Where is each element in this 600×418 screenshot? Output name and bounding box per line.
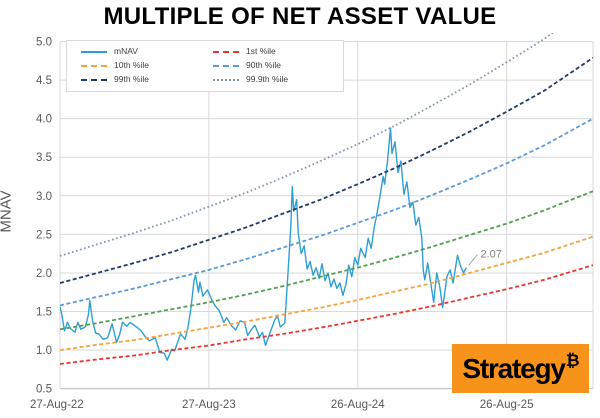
legend-label: 10th %ile	[114, 60, 149, 70]
x-tick-label: 27-Aug-23	[182, 399, 236, 411]
series-50th-ile-unlabeled-	[60, 190, 593, 331]
legend-line-sample	[81, 64, 107, 67]
y-tick-label: 1.0	[36, 345, 52, 357]
y-tick-label: 3.0	[36, 191, 52, 203]
chart-title: MULTIPLE OF NET ASSET VALUE	[103, 3, 497, 30]
annotation-leader-line	[468, 254, 478, 266]
legend-line-sample	[81, 78, 107, 81]
legend-item-99.9th-ile: 99.9th %ile	[213, 74, 337, 85]
legend-line-sample	[81, 50, 107, 53]
legend-line-sample	[213, 50, 239, 53]
last-value-label: 2.07	[480, 249, 501, 261]
bitcoin-icon: ₿	[565, 351, 580, 370]
y-tick-label: 4.0	[36, 114, 52, 126]
series-90th-ile	[60, 117, 593, 307]
legend: mNAV 1st %ile 10th %ile 90th %ile 99th %ile 9…	[66, 40, 344, 92]
legend-label: 99.9th %ile	[246, 74, 289, 84]
x-tick-label: 27-Aug-22	[30, 399, 84, 411]
legend-item-99th-ile: 99th %ile	[81, 74, 213, 85]
x-tick-label: 26-Aug-25	[480, 399, 534, 411]
y-tick-label: 2.5	[36, 229, 52, 241]
y-tick-label: 3.5	[36, 152, 52, 164]
legend-item-1st-ile: 1st %ile	[213, 46, 337, 57]
legend-label: 1st %ile	[246, 46, 276, 56]
legend-item-90th-ile: 90th %ile	[213, 60, 337, 71]
x-tick-label: 26-Aug-24	[331, 399, 385, 411]
y-tick-label: 0.5	[36, 384, 52, 396]
series-99.9th-ile	[60, 33, 554, 257]
legend-label: 99th %ile	[114, 74, 149, 84]
strategy-logo-text: Strategy	[462, 352, 566, 384]
legend-line-sample	[213, 64, 239, 67]
y-tick-label: 5.0	[36, 36, 52, 48]
legend-label: mNAV	[114, 46, 138, 56]
y-tick-label: 2.0	[36, 268, 52, 280]
series-10th-ile	[60, 235, 593, 351]
strategy-logo: Strategy ₿	[452, 344, 589, 393]
series-99th-ile	[60, 56, 593, 284]
series-mnav	[60, 127, 468, 361]
legend-item-10th-ile: 10th %ile	[81, 60, 213, 71]
series-1st-ile	[60, 264, 593, 365]
legend-label: 90th %ile	[246, 60, 281, 70]
legend-item-mnav: mNAV	[81, 46, 213, 57]
y-tick-label: 1.5	[36, 307, 52, 319]
legend-line-sample	[213, 78, 239, 81]
y-tick-label: 4.5	[36, 75, 52, 87]
